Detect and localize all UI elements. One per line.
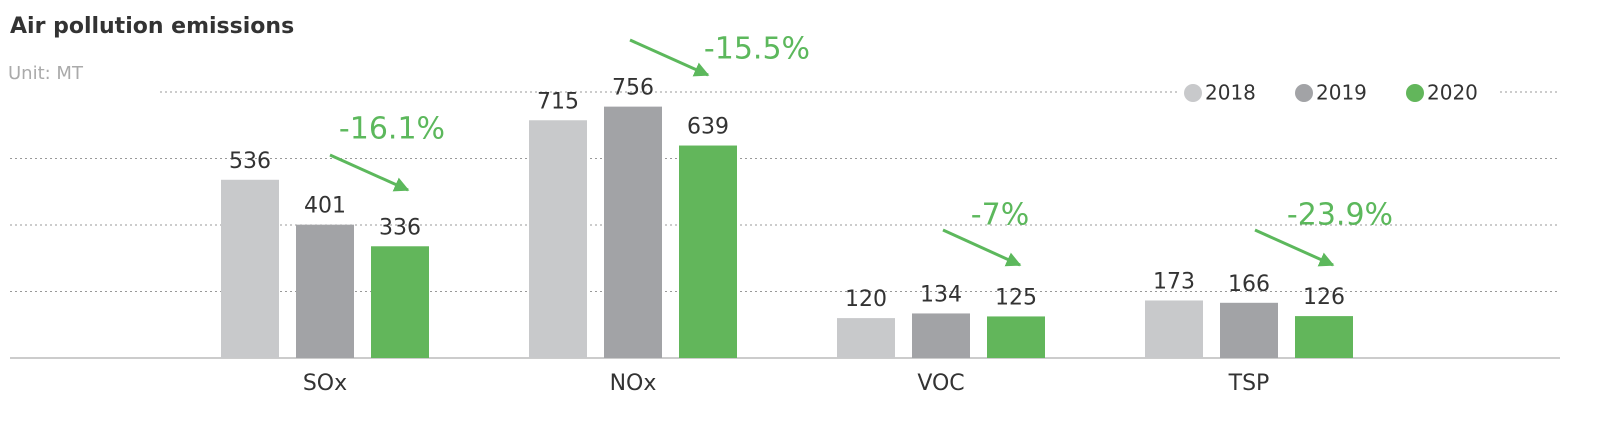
annotation: -7% [971,198,1029,233]
chart-subtitle: Unit: MT [8,63,84,84]
bar [912,313,970,358]
annotation-arrow [629,38,710,77]
bar [1145,300,1203,358]
bar [837,318,895,358]
value-label: 336 [379,215,421,240]
legend-label: 2018 [1205,81,1256,105]
bar [987,316,1045,358]
annotation: -16.1% [339,112,445,147]
bar [221,179,279,358]
value-label: 120 [845,287,887,312]
bar [296,224,354,358]
x-tick-label: NOx [610,371,657,396]
value-label: 639 [687,115,729,140]
legend-label: 2020 [1427,81,1478,105]
annotation: -23.9% [1287,198,1393,233]
x-tick-label: VOC [917,371,964,396]
legend-swatch [1406,84,1424,102]
legend-background [1180,78,1498,108]
value-label: 536 [229,149,271,174]
bar [371,246,429,358]
legend-swatch [1184,84,1202,102]
bar [1295,316,1353,358]
annotation-arrow [942,228,1022,267]
value-label: 715 [537,89,579,114]
annotation: -15.5% [704,32,810,67]
value-label: 134 [920,282,962,307]
chart-title: Air pollution emissions [10,14,294,39]
bar [529,120,587,358]
bar [679,145,737,358]
x-tick-label: TSP [1228,371,1270,396]
value-label: 173 [1153,269,1195,294]
x-tick-label: SOx [303,371,347,396]
annotation-arrow [329,153,410,192]
value-label: 756 [612,76,654,101]
bar [604,106,662,358]
legend-swatch [1295,84,1313,102]
bar [1220,302,1278,358]
value-label: 401 [304,194,346,219]
legend-label: 2019 [1316,81,1367,105]
value-label: 166 [1228,272,1270,297]
value-label: 125 [995,285,1037,310]
annotation-arrow [1254,228,1335,267]
value-label: 126 [1303,285,1345,310]
